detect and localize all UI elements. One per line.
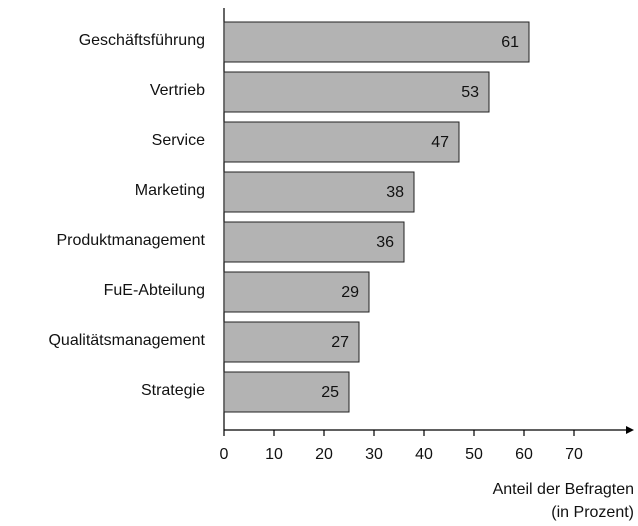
bar — [223, 171, 415, 213]
x-tick-label: 10 — [265, 446, 283, 463]
bar — [223, 271, 370, 313]
value-label: 29 — [341, 284, 359, 301]
y-tick-label: Service — [152, 132, 205, 149]
bar — [223, 71, 490, 113]
bar — [223, 121, 460, 163]
bar — [223, 21, 530, 63]
x-axis-label: Anteil der Befragten — [493, 481, 634, 498]
x-tick-label: 70 — [565, 446, 583, 463]
x-axis-label: (in Prozent) — [551, 504, 634, 521]
x-tick-label: 40 — [415, 446, 433, 463]
y-tick-label: Marketing — [135, 182, 205, 199]
bar — [223, 221, 405, 263]
y-tick-label: Vertrieb — [150, 82, 205, 99]
x-tick-label: 20 — [315, 446, 333, 463]
y-tick-label: Geschäftsführung — [79, 32, 205, 49]
bar — [223, 321, 360, 363]
value-label: 53 — [461, 84, 479, 101]
y-tick-label: Qualitätsmanagement — [48, 332, 205, 349]
value-label: 61 — [501, 34, 519, 51]
y-tick-label: Produktmanagement — [56, 232, 205, 249]
value-label: 36 — [376, 234, 394, 251]
x-tick-label: 0 — [220, 446, 229, 463]
value-label: 25 — [321, 384, 339, 401]
value-label: 27 — [331, 334, 349, 351]
bar — [223, 371, 350, 413]
x-tick-label: 50 — [465, 446, 483, 463]
x-tick-label: 30 — [365, 446, 383, 463]
value-label: 38 — [386, 184, 404, 201]
y-tick-label: FuE-Abteilung — [104, 282, 205, 299]
x-axis-arrow — [626, 426, 634, 434]
x-tick-label: 60 — [515, 446, 533, 463]
value-label: 47 — [431, 134, 449, 151]
y-tick-label: Strategie — [141, 382, 205, 399]
